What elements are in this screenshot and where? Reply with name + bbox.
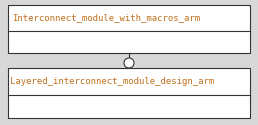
Text: Layered_interconnect_module_design_arm: Layered_interconnect_module_design_arm xyxy=(10,77,214,86)
Bar xyxy=(8,68,250,118)
Text: Interconnect_module_with_macros_arm: Interconnect_module_with_macros_arm xyxy=(12,14,200,22)
Bar xyxy=(8,5,250,53)
Circle shape xyxy=(124,58,134,68)
